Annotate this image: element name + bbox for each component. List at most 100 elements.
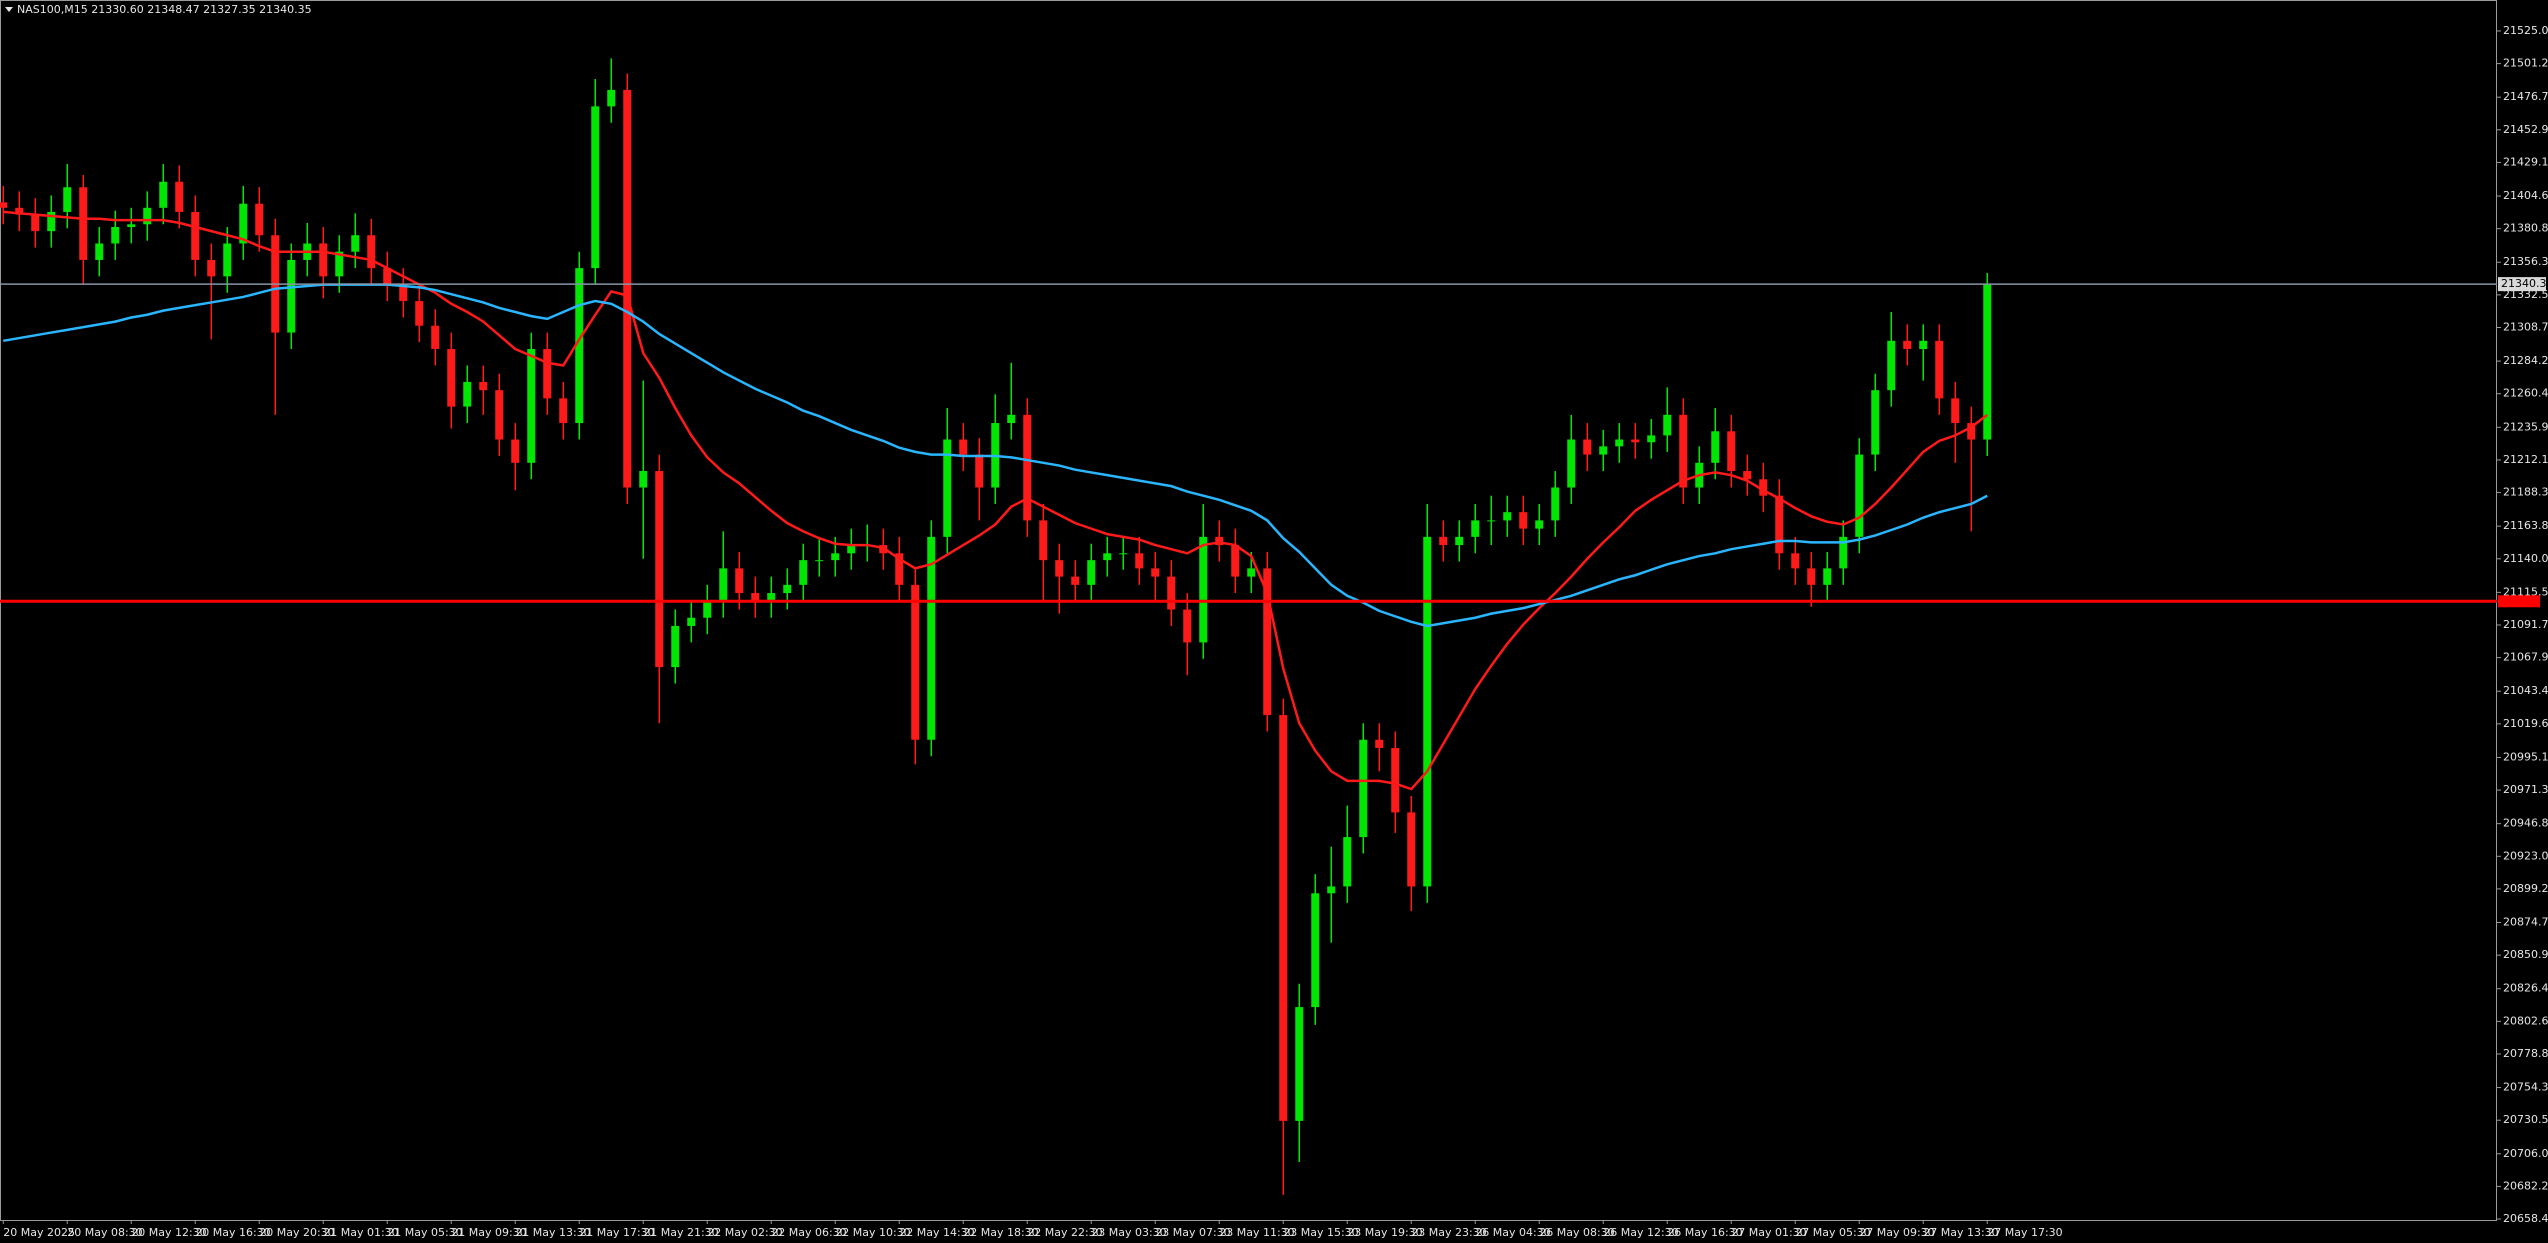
candle-body xyxy=(335,251,344,277)
candle-body xyxy=(1567,439,1576,488)
candle-body xyxy=(1279,715,1288,1121)
x-tick-label: 22 May 02:30 xyxy=(707,1226,782,1239)
y-tick-label: 20971.30 xyxy=(2503,783,2548,796)
moving-average xyxy=(3,283,1988,628)
y-tick-label: 20706.00 xyxy=(2503,1147,2548,1160)
candle-body xyxy=(895,553,904,585)
candle-body xyxy=(495,390,504,440)
candle-body xyxy=(1087,560,1096,585)
x-tick-label: 26 May 04:30 xyxy=(1475,1226,1550,1239)
candle-body xyxy=(287,259,296,333)
x-tick-label: 22 May 18:30 xyxy=(963,1226,1038,1239)
y-tick-label: 21452.90 xyxy=(2503,123,2548,136)
x-tick-label: 22 May 06:30 xyxy=(771,1226,846,1239)
candle-body xyxy=(223,243,232,277)
x-tick-label: 20 May 2025 xyxy=(3,1226,75,1239)
candle-body xyxy=(847,545,856,554)
candle-body xyxy=(831,553,840,561)
y-tick-label: 21380.80 xyxy=(2503,222,2548,235)
x-tick-label: 23 May 23:30 xyxy=(1411,1226,1486,1239)
y-tick-label: 20682.20 xyxy=(2503,1179,2548,1192)
candle-body xyxy=(1551,487,1560,521)
x-tick-label: 23 May 11:30 xyxy=(1219,1226,1294,1239)
y-tick-label: 20730.50 xyxy=(2503,1113,2548,1126)
candle-body xyxy=(767,593,776,602)
candle-body xyxy=(1599,446,1608,455)
candle-body xyxy=(511,439,520,463)
y-tick-label: 20899.20 xyxy=(2503,882,2548,895)
candle-body xyxy=(959,439,968,455)
x-tick-label: 20 May 16:30 xyxy=(195,1226,270,1239)
candle-body xyxy=(1919,340,1928,350)
candle-body xyxy=(383,268,392,285)
y-tick-label: 20802.60 xyxy=(2503,1014,2548,1027)
candle-body xyxy=(1855,454,1864,537)
candle-body xyxy=(31,214,40,232)
candle-body xyxy=(255,203,264,236)
candle-body xyxy=(1247,568,1256,577)
y-tick-label: 21501.20 xyxy=(2503,57,2548,70)
candle-body xyxy=(575,268,584,424)
y-tick-label: 20826.40 xyxy=(2503,982,2548,995)
x-tick-label: 23 May 07:30 xyxy=(1155,1226,1230,1239)
candle-body xyxy=(1375,739,1384,748)
candle-body xyxy=(1327,886,1336,894)
y-tick-label: 21525.00 xyxy=(2503,24,2548,37)
candle-body xyxy=(591,106,600,269)
candle-body xyxy=(671,625,680,668)
candle-body xyxy=(1823,568,1832,585)
candle-body xyxy=(1503,512,1512,521)
y-tick-label: 21043.40 xyxy=(2503,684,2548,697)
y-tick-label: 21188.30 xyxy=(2503,486,2548,499)
x-tick-label: 20 May 20:30 xyxy=(259,1226,334,1239)
candle-body xyxy=(1231,545,1240,577)
candle-body xyxy=(127,224,136,228)
candle-body xyxy=(1791,553,1800,569)
price-marker xyxy=(2498,277,2546,292)
candle-body xyxy=(1759,479,1768,496)
candle-body xyxy=(63,187,72,212)
candle-body xyxy=(719,568,728,602)
y-tick-label: 21332.50 xyxy=(2503,288,2548,301)
candle-body xyxy=(799,560,808,585)
y-tick-label: 20946.80 xyxy=(2503,817,2548,830)
candle-body xyxy=(463,381,472,407)
candle-body xyxy=(1039,520,1048,561)
candle-body xyxy=(479,381,488,391)
moving-average xyxy=(3,210,1989,791)
candle-body xyxy=(1391,747,1400,813)
y-tick-label: 21356.30 xyxy=(2503,255,2548,268)
x-tick-label: 23 May 03:30 xyxy=(1091,1226,1166,1239)
candle-body xyxy=(1167,576,1176,610)
candle-body xyxy=(1119,553,1128,555)
x-tick-label: 27 May 09:30 xyxy=(1859,1226,1934,1239)
x-tick-label: 22 May 22:30 xyxy=(1027,1226,1102,1239)
candle-body xyxy=(0,202,8,208)
y-tick-label: 21140.00 xyxy=(2503,552,2548,565)
candle-body xyxy=(47,211,56,232)
candle-body xyxy=(1199,536,1208,643)
x-tick-label: 27 May 17:30 xyxy=(1987,1226,2062,1239)
candle-body xyxy=(927,536,936,740)
candle-body xyxy=(1743,471,1752,480)
candle-body xyxy=(1967,423,1976,440)
candle-body xyxy=(399,284,408,302)
candle-body xyxy=(1535,520,1544,529)
candle-body xyxy=(1135,553,1144,569)
candle-body xyxy=(703,601,712,618)
candle-body xyxy=(351,235,360,252)
candle-body xyxy=(655,471,664,668)
y-tick-label: 20874.70 xyxy=(2503,916,2548,929)
candle-body xyxy=(1407,812,1416,887)
x-tick-label: 27 May 05:30 xyxy=(1795,1226,1870,1239)
candle-body xyxy=(1311,893,1320,1008)
y-tick-label: 21163.80 xyxy=(2503,519,2548,532)
y-tick-label: 21212.10 xyxy=(2503,453,2548,466)
menu-triangle[interactable] xyxy=(5,7,13,12)
candle-body xyxy=(1775,495,1784,554)
y-tick-label: 21235.90 xyxy=(2503,420,2548,433)
candle-body xyxy=(1423,536,1432,887)
candle-body xyxy=(1887,340,1896,391)
candle-body xyxy=(815,560,824,562)
